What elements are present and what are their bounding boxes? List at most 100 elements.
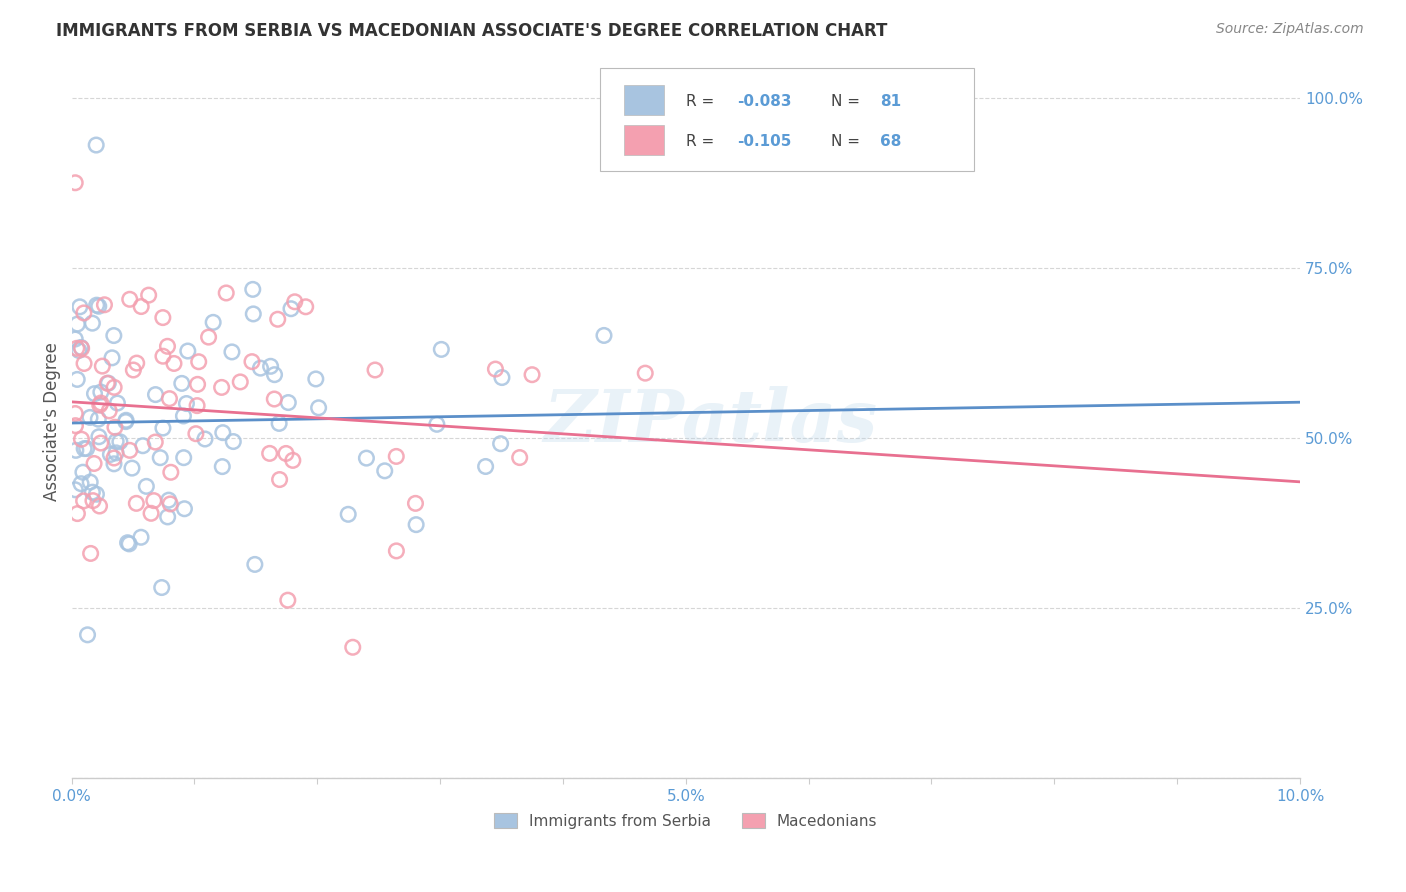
Point (143, 435, 166, 450)
Point (90, 436, 112, 450)
Point (267, 312, 290, 326)
Point (104, 420, 127, 434)
Point (159, 465, 181, 479)
Point (156, 339, 179, 353)
Point (121, 461, 143, 475)
Point (129, 530, 152, 544)
Point (242, 282, 264, 296)
Point (152, 310, 174, 325)
Text: -0.083: -0.083 (737, 95, 792, 110)
Point (187, 355, 209, 369)
Point (118, 537, 141, 551)
Point (65, 407, 87, 421)
Point (96, 376, 118, 391)
Text: IMMIGRANTS FROM SERBIA VS MACEDONIAN ASSOCIATE'S DEGREE CORRELATION CHART: IMMIGRANTS FROM SERBIA VS MACEDONIAN ASS… (56, 22, 887, 40)
Point (157, 493, 180, 508)
Point (184, 426, 207, 441)
Point (97, 376, 120, 391)
Point (79, 546, 101, 560)
Point (84, 138, 107, 153)
Point (114, 415, 136, 429)
Text: Source: ZipAtlas.com: Source: ZipAtlas.com (1216, 22, 1364, 37)
Point (170, 376, 193, 391)
Point (163, 356, 186, 370)
Point (125, 356, 148, 370)
Point (83, 386, 105, 401)
Point (70, 340, 93, 354)
Point (385, 450, 408, 464)
Point (91, 359, 114, 373)
Point (103, 328, 125, 343)
Point (259, 359, 281, 374)
Text: ZIPatlas: ZIPatlas (543, 385, 877, 457)
Point (277, 593, 299, 607)
Point (108, 434, 131, 449)
Point (242, 307, 264, 321)
Point (405, 517, 427, 532)
Point (177, 344, 200, 359)
Point (342, 640, 364, 655)
Point (385, 544, 408, 558)
Point (70, 432, 93, 446)
Point (132, 439, 155, 453)
Point (65, 418, 87, 433)
Point (172, 409, 194, 423)
Point (65, 176, 87, 190)
Point (263, 392, 285, 406)
Point (202, 315, 225, 329)
Point (426, 417, 449, 432)
Point (249, 361, 271, 376)
Point (142, 493, 165, 508)
Point (509, 450, 531, 465)
Point (520, 368, 543, 382)
Point (122, 363, 145, 377)
Text: -0.105: -0.105 (737, 134, 792, 149)
Bar (624, 125, 664, 154)
Point (65, 332, 87, 346)
Point (240, 354, 263, 368)
Text: 81: 81 (880, 95, 901, 110)
Point (76, 628, 98, 642)
Point (66, 372, 89, 386)
Point (105, 434, 128, 449)
Point (107, 396, 129, 410)
Point (83, 457, 105, 471)
Point (159, 392, 181, 406)
Point (280, 301, 302, 316)
Point (374, 464, 396, 478)
Point (117, 535, 139, 549)
Point (259, 446, 281, 460)
Point (186, 399, 208, 413)
Point (67, 343, 90, 358)
Point (187, 377, 209, 392)
Point (430, 343, 453, 357)
Point (90, 396, 112, 410)
Point (89, 499, 111, 513)
Point (269, 417, 291, 431)
Point (221, 345, 243, 359)
Point (66, 317, 89, 331)
Point (69, 300, 91, 314)
Point (364, 363, 387, 377)
Y-axis label: Associate's Degree: Associate's Degree (44, 342, 60, 500)
Point (277, 395, 299, 409)
Point (118, 443, 141, 458)
Point (173, 450, 195, 465)
Point (87, 299, 110, 313)
Point (90, 385, 112, 400)
Point (294, 300, 316, 314)
Point (284, 294, 307, 309)
Point (65, 483, 87, 497)
Point (100, 447, 122, 461)
Point (405, 496, 427, 510)
Point (173, 501, 195, 516)
Point (82, 493, 104, 508)
Point (211, 459, 233, 474)
Point (118, 293, 141, 307)
Point (103, 380, 125, 394)
Point (263, 368, 285, 382)
Text: N =: N = (831, 134, 865, 149)
Point (634, 366, 657, 380)
Point (152, 421, 174, 435)
Point (70, 476, 93, 491)
